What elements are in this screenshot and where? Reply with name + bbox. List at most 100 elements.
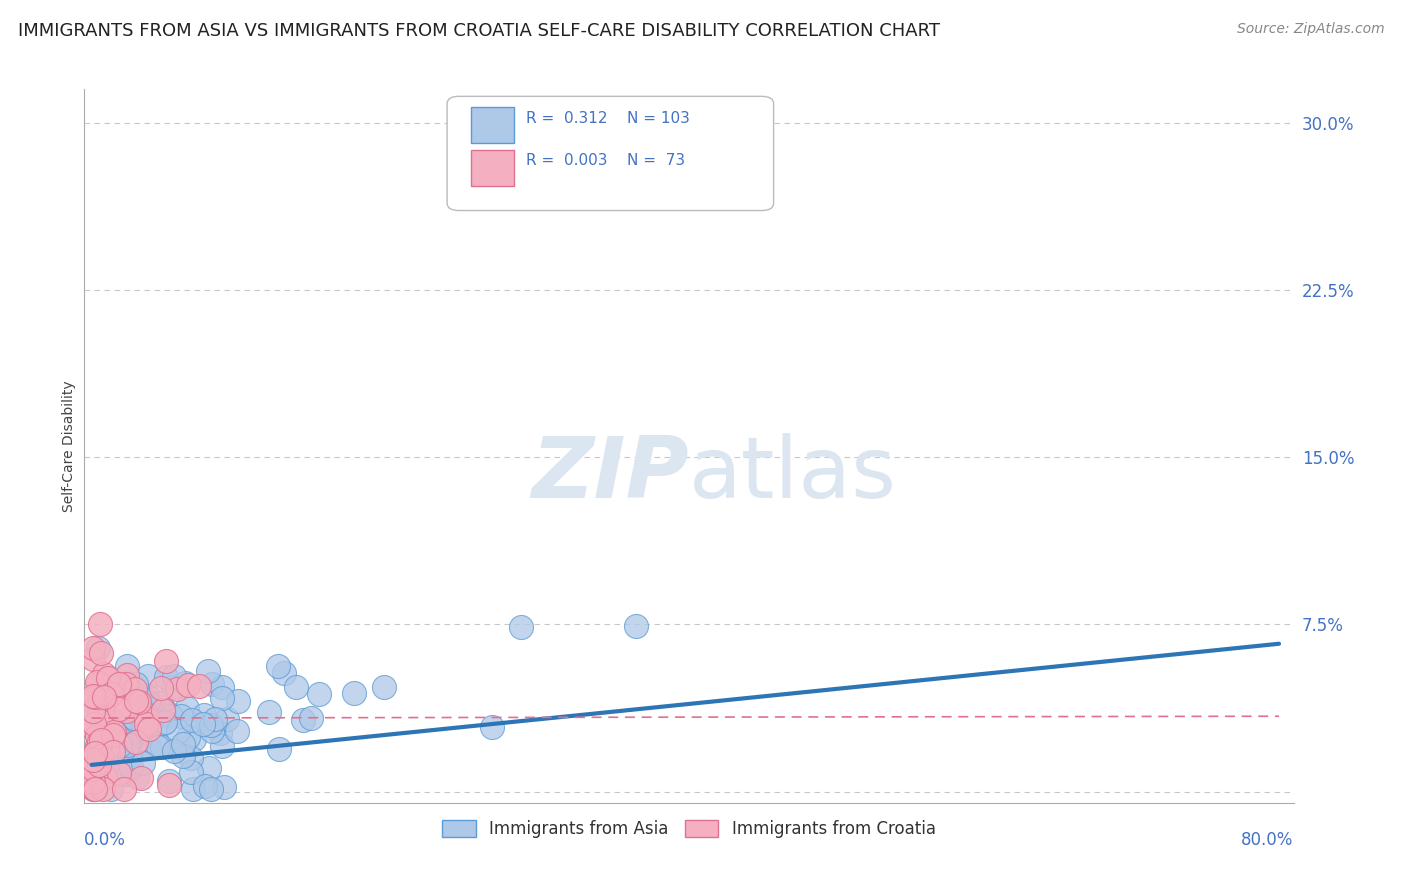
Text: R =  0.003    N =  73: R = 0.003 N = 73 [526,153,685,169]
Text: IMMIGRANTS FROM ASIA VS IMMIGRANTS FROM CROATIA SELF-CARE DISABILITY CORRELATION: IMMIGRANTS FROM ASIA VS IMMIGRANTS FROM … [18,22,941,40]
Point [93,755,115,769]
Point [308,687,330,701]
Point [299,710,322,724]
Point [138,718,160,732]
Point [291,713,314,727]
Text: 0.0%: 0.0% [84,831,127,849]
Point [82,640,104,655]
Point [149,681,172,695]
Point [120,759,142,773]
Point [100,782,122,797]
Point [132,718,155,732]
Point [153,714,176,729]
Point [180,751,202,765]
Point [94,728,117,742]
Point [131,721,153,735]
Point [166,723,188,738]
Point [132,756,155,770]
Point [125,714,148,728]
Point [127,770,149,784]
Point [90,727,112,741]
Point [124,682,146,697]
Point [96,673,118,688]
Point [94,713,117,727]
Point [112,782,135,797]
Point [139,698,162,713]
Point [108,738,131,752]
Point [87,677,110,691]
Point [82,754,104,768]
Point [107,701,129,715]
Point [284,681,307,695]
Point [157,706,180,720]
Point [125,693,148,707]
Point [86,729,108,743]
Text: atlas: atlas [689,433,897,516]
Point [204,712,226,726]
Point [122,711,145,725]
Point [211,690,233,705]
Point [177,730,200,744]
Point [120,749,142,764]
Point [510,620,533,634]
Point [273,665,295,680]
Point [160,708,183,723]
Point [125,677,148,691]
Point [132,723,155,738]
Point [103,745,125,759]
Point [86,738,108,752]
Point [97,745,120,759]
Point [82,689,104,703]
Point [82,706,104,721]
Text: 80.0%: 80.0% [1241,831,1294,849]
Point [97,671,120,685]
Point [135,716,157,731]
Point [86,723,108,738]
Point [153,715,176,730]
Point [191,717,214,731]
Point [194,779,217,793]
Text: Source: ZipAtlas.com: Source: ZipAtlas.com [1237,22,1385,37]
Point [136,669,159,683]
Point [197,761,219,775]
Legend: Immigrants from Asia, Immigrants from Croatia: Immigrants from Asia, Immigrants from Cr… [436,813,942,845]
Point [135,707,157,722]
Point [90,749,112,764]
Point [162,744,184,758]
Point [103,681,125,695]
Point [125,735,148,749]
Point [135,712,157,726]
Point [115,677,138,691]
Point [267,658,290,673]
Point [89,758,111,772]
Point [96,740,118,755]
Point [122,703,145,717]
Point [84,744,107,758]
Point [136,688,159,702]
Point [117,668,139,682]
Point [87,748,110,763]
Point [108,765,131,780]
Point [101,721,124,735]
Point [86,690,108,704]
FancyBboxPatch shape [447,96,773,211]
Point [82,704,104,718]
Point [87,641,110,656]
Point [83,782,105,797]
Point [82,652,104,666]
Point [226,724,249,739]
Point [157,779,180,793]
Point [118,733,141,747]
Point [217,713,239,727]
Point [83,690,105,704]
Point [131,736,153,750]
Point [176,701,198,715]
Point [200,718,222,732]
Point [212,780,235,794]
Point [152,703,174,717]
Point [172,737,194,751]
Point [97,710,120,724]
Point [98,764,121,778]
Point [89,735,111,749]
Point [193,707,215,722]
